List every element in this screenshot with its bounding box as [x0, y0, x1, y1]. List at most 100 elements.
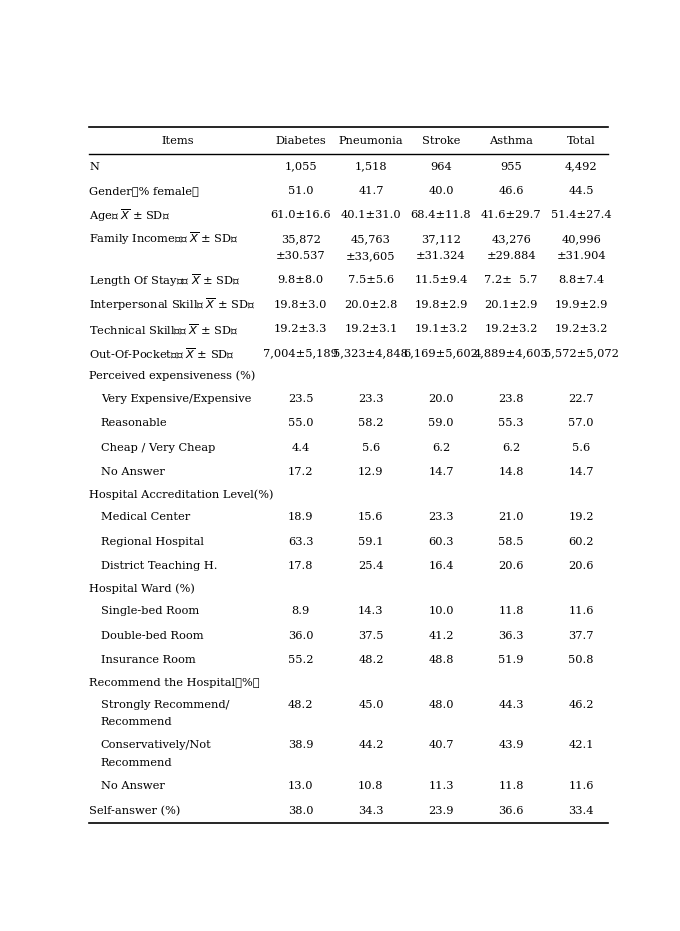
Text: 7.5±5.6: 7.5±5.6	[348, 276, 394, 285]
Text: Recommend the Hospital（%）: Recommend the Hospital（%）	[89, 678, 260, 688]
Text: Pneumonia: Pneumonia	[339, 136, 403, 146]
Text: 955: 955	[500, 162, 522, 171]
Text: 48.8: 48.8	[428, 655, 454, 666]
Text: ±30.537: ±30.537	[276, 251, 326, 261]
Text: 45,763: 45,763	[351, 234, 391, 244]
Text: Hospital Ward (%): Hospital Ward (%)	[89, 584, 195, 594]
Text: No Answer: No Answer	[101, 467, 165, 477]
Text: Technical Skill　（ $\overline{X}$ ± SD）: Technical Skill （ $\overline{X}$ ± SD）	[89, 322, 239, 336]
Text: 14.8: 14.8	[498, 467, 524, 477]
Text: 18.9: 18.9	[288, 512, 313, 522]
Text: 4,889±4,603: 4,889±4,603	[474, 348, 549, 358]
Text: Total: Total	[567, 136, 596, 146]
Text: 23.5: 23.5	[288, 394, 313, 404]
Text: 50.8: 50.8	[568, 655, 594, 666]
Text: 9.8±8.0: 9.8±8.0	[277, 276, 324, 285]
Text: Double-bed Room: Double-bed Room	[101, 631, 203, 641]
Text: 25.4: 25.4	[358, 561, 384, 572]
Text: ±29.884: ±29.884	[486, 251, 536, 261]
Text: Recommend: Recommend	[101, 758, 173, 768]
Text: 11.6: 11.6	[568, 606, 594, 616]
Text: 22.7: 22.7	[568, 394, 594, 404]
Text: 5.6: 5.6	[572, 442, 590, 452]
Text: 51.9: 51.9	[498, 655, 524, 666]
Text: 57.0: 57.0	[568, 418, 594, 428]
Text: 11.8: 11.8	[498, 781, 524, 791]
Text: 59.1: 59.1	[358, 537, 384, 546]
Text: N: N	[89, 162, 99, 171]
Text: Self-answer (%): Self-answer (%)	[89, 805, 181, 816]
Text: 55.2: 55.2	[288, 655, 313, 666]
Text: Cheap / Very Cheap: Cheap / Very Cheap	[101, 442, 215, 452]
Text: 59.0: 59.0	[428, 418, 454, 428]
Text: Reasonable: Reasonable	[101, 418, 167, 428]
Text: Length Of Stay　（ $\overline{X}$ ± SD）: Length Of Stay （ $\overline{X}$ ± SD）	[89, 272, 241, 289]
Text: 6.2: 6.2	[432, 442, 450, 452]
Text: 23.3: 23.3	[428, 512, 454, 522]
Text: 55.0: 55.0	[288, 418, 313, 428]
Text: 12.9: 12.9	[358, 467, 384, 477]
Text: Insurance Room: Insurance Room	[101, 655, 196, 666]
Text: 15.6: 15.6	[358, 512, 384, 522]
Text: Single-bed Room: Single-bed Room	[101, 606, 199, 616]
Text: 11.6: 11.6	[568, 781, 594, 791]
Text: 7,004±5,189: 7,004±5,189	[263, 348, 338, 358]
Text: Conservatively/Not: Conservatively/Not	[101, 740, 211, 750]
Text: 964: 964	[430, 162, 452, 171]
Text: 43,276: 43,276	[491, 234, 531, 244]
Text: 68.4±11.8: 68.4±11.8	[411, 210, 471, 221]
Text: 19.1±3.2: 19.1±3.2	[414, 324, 468, 334]
Text: 55.3: 55.3	[498, 418, 524, 428]
Text: 20.0±2.8: 20.0±2.8	[344, 300, 398, 310]
Text: 19.8±2.9: 19.8±2.9	[414, 300, 468, 310]
Text: 20.1±2.9: 20.1±2.9	[484, 300, 538, 310]
Text: Hospital Accreditation Level(%): Hospital Accreditation Level(%)	[89, 490, 274, 500]
Text: 45.0: 45.0	[358, 699, 384, 709]
Text: 19.9±2.9: 19.9±2.9	[554, 300, 608, 310]
Text: 63.3: 63.3	[288, 537, 313, 546]
Text: 46.6: 46.6	[498, 186, 524, 196]
Text: 43.9: 43.9	[498, 740, 524, 750]
Text: 51.4±27.4: 51.4±27.4	[551, 210, 611, 221]
Text: 7.2±  5.7: 7.2± 5.7	[484, 276, 538, 285]
Text: 44.5: 44.5	[568, 186, 594, 196]
Text: ±31.324: ±31.324	[416, 251, 466, 261]
Text: 6.2: 6.2	[502, 442, 520, 452]
Text: 11.5±9.4: 11.5±9.4	[414, 276, 468, 285]
Text: 11.3: 11.3	[428, 781, 454, 791]
Text: 58.2: 58.2	[358, 418, 384, 428]
Text: 19.2±3.1: 19.2±3.1	[344, 324, 398, 334]
Text: 44.3: 44.3	[498, 699, 524, 709]
Text: Very Expensive/Expensive: Very Expensive/Expensive	[101, 394, 251, 404]
Text: 23.9: 23.9	[428, 805, 454, 816]
Text: 58.5: 58.5	[498, 537, 524, 546]
Text: Strongly Recommend/: Strongly Recommend/	[101, 699, 229, 709]
Text: 4.4: 4.4	[292, 442, 310, 452]
Text: Asthma: Asthma	[489, 136, 533, 146]
Text: 41.2: 41.2	[428, 631, 454, 641]
Text: 51.0: 51.0	[288, 186, 313, 196]
Text: Regional Hospital: Regional Hospital	[101, 537, 204, 546]
Text: 5.6: 5.6	[362, 442, 380, 452]
Text: 37.5: 37.5	[358, 631, 384, 641]
Text: 1,518: 1,518	[354, 162, 387, 171]
Text: Out-Of-Pocket　（ $\overline{X}$ ± SD）: Out-Of-Pocket （ $\overline{X}$ ± SD）	[89, 346, 235, 361]
Text: Family Income　（ $\overline{X}$ ± SD）: Family Income （ $\overline{X}$ ± SD）	[89, 230, 239, 247]
Text: 40.0: 40.0	[428, 186, 454, 196]
Text: ±31.904: ±31.904	[556, 251, 606, 261]
Text: 48.2: 48.2	[358, 655, 384, 666]
Text: 23.3: 23.3	[358, 394, 384, 404]
Text: 17.2: 17.2	[288, 467, 313, 477]
Text: 13.0: 13.0	[288, 781, 313, 791]
Text: Recommend: Recommend	[101, 718, 173, 727]
Text: Interpersonal Skill（ $\overline{X}$ ± SD）: Interpersonal Skill（ $\overline{X}$ ± SD…	[89, 296, 256, 313]
Text: 19.2±3.2: 19.2±3.2	[484, 324, 538, 334]
Text: 38.0: 38.0	[288, 805, 313, 816]
Text: Gender（% female）: Gender（% female）	[89, 186, 199, 196]
Text: 16.4: 16.4	[428, 561, 454, 572]
Text: 8.8±7.4: 8.8±7.4	[558, 276, 605, 285]
Text: 4,492: 4,492	[565, 162, 598, 171]
Text: 10.8: 10.8	[358, 781, 384, 791]
Text: 41.7: 41.7	[358, 186, 384, 196]
Text: 41.6±29.7: 41.6±29.7	[481, 210, 541, 221]
